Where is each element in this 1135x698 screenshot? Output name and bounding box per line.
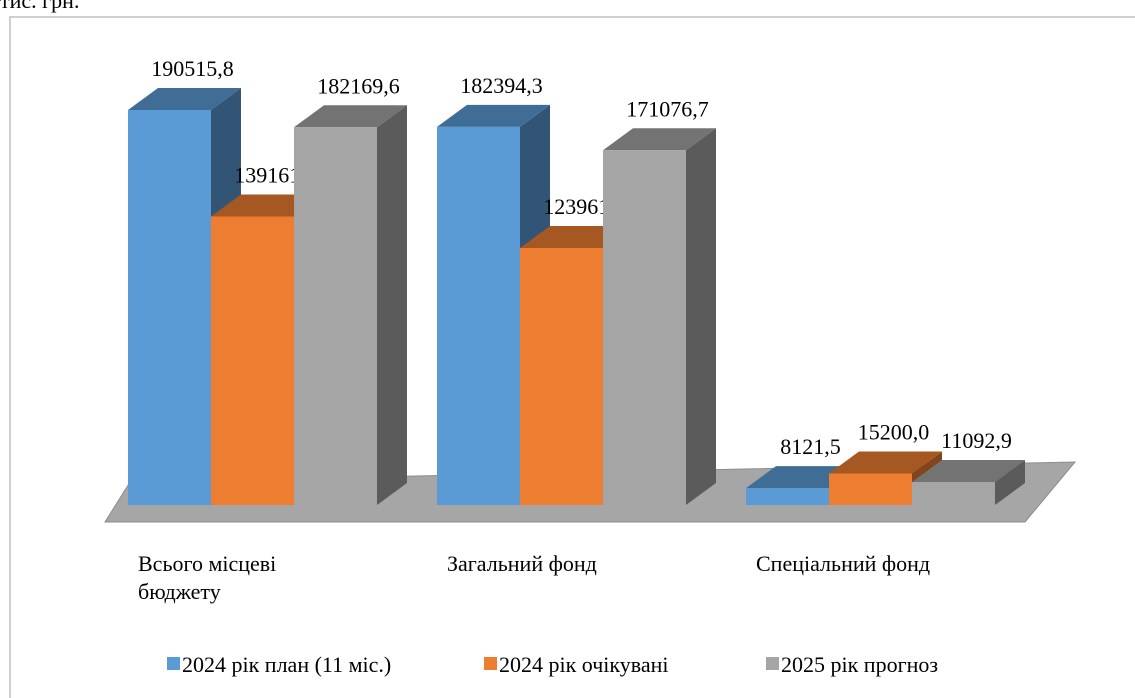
data-label: 190515,8	[151, 56, 234, 81]
bar-front	[603, 150, 686, 505]
bar-top	[128, 88, 241, 110]
x-tick-label: Всього місцеві бюджету	[138, 551, 277, 604]
bar-side	[377, 105, 407, 506]
x-tick-label: Загальний фонд	[447, 551, 597, 576]
data-label: 11092,9	[941, 428, 1012, 453]
legend-label: 2024 рік очікувані	[499, 652, 669, 677]
unit-label: тис. грн.	[0, 0, 79, 13]
bar-top	[603, 128, 716, 151]
data-label: 182169,6	[317, 73, 400, 98]
legend-label: 2025 рік прогноз	[781, 652, 938, 677]
bar-top	[829, 451, 942, 474]
data-label: 171076,7	[626, 96, 709, 121]
legend-swatch	[167, 657, 180, 670]
legend-swatch	[484, 657, 497, 670]
bar-side	[995, 460, 1025, 505]
bar-side	[686, 128, 716, 505]
bar-front	[437, 126, 520, 505]
bar-top	[912, 460, 1025, 483]
bar-top	[437, 104, 550, 127]
bar	[912, 460, 1025, 505]
bar-front	[211, 216, 294, 506]
bar	[294, 105, 407, 506]
frame	[9, 16, 1135, 698]
data-label: 15200,0	[858, 419, 930, 444]
bar-front	[128, 110, 211, 505]
data-label: 8121,5	[780, 434, 841, 459]
data-label: 182394,3	[460, 73, 543, 98]
bar-front	[294, 127, 377, 506]
bar-front	[829, 473, 912, 505]
bar-front	[912, 482, 995, 505]
legend-swatch	[766, 657, 779, 670]
bar	[603, 128, 716, 505]
legend-label: 2024 рік план (11 міс.)	[182, 652, 391, 677]
bar-front	[520, 247, 603, 505]
x-tick-label: Спеціальний фонд	[756, 551, 931, 576]
bar-top	[294, 105, 407, 128]
bar-front	[746, 488, 829, 505]
